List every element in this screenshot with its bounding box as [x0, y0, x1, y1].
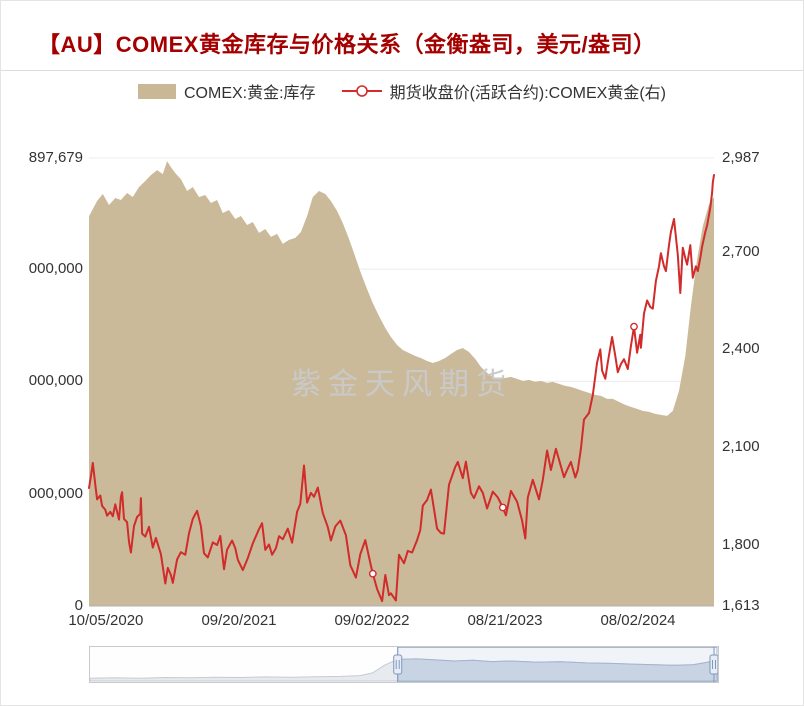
price-point-marker	[498, 503, 507, 512]
navigator-profile-selected	[397, 658, 718, 682]
right-axis-tick-label: 2,400	[722, 340, 760, 358]
left-axis-tick-label: 0	[74, 597, 83, 614]
legend-item-price[interactable]: 期货收盘价(活跃合约):COMEX黄金(右)	[341, 79, 666, 103]
left-axis-tick-label: 897,679	[28, 149, 83, 166]
navigator-left-handle[interactable]	[393, 647, 403, 682]
legend-label-price: 期货收盘价(活跃合约):COMEX黄金(右)	[389, 85, 666, 102]
x-axis-tick-label: 10/05/2020	[68, 612, 144, 629]
legend-item-inventory[interactable]: COMEX:黄金:库存	[137, 79, 316, 103]
line-circle-marker-icon	[341, 85, 382, 97]
price-point-marker	[368, 569, 377, 578]
page-title: 【AU】COMEX黄金库存与价格关系（金衡盎司，美元/盎司）	[38, 32, 656, 57]
area-swatch-icon	[137, 83, 176, 99]
title-divider	[1, 70, 803, 71]
x-axis-tick-label: 09/02/2022	[334, 612, 410, 629]
x-axis-tick-label: 09/20/2021	[201, 612, 277, 629]
x-axis-tick-label: 08/21/2023	[467, 612, 543, 629]
watermark-text: 紫金天风期货	[291, 368, 513, 401]
inventory-area-series	[89, 161, 714, 606]
right-axis-tick-label: 1,613	[722, 597, 760, 614]
right-axis-tick-label: 2,100	[722, 438, 760, 456]
navigator-selected-range[interactable]	[397, 647, 718, 682]
x-axis-tick-label: 08/02/2024	[600, 612, 676, 629]
left-axis-tick-label: 000,000	[28, 372, 83, 390]
right-axis-tick-label: 1,800	[722, 536, 760, 554]
right-axis-tick-label: 2,700	[722, 242, 760, 260]
data-zoom-navigator[interactable]	[89, 646, 719, 683]
legend-label-inventory: COMEX:黄金:库存	[183, 85, 316, 102]
right-axis-tick-label: 2,987	[722, 149, 760, 166]
left-axis-tick-label: 000,000	[28, 484, 83, 502]
chart-legend: COMEX:黄金:库存 期货收盘价(活跃合约):COMEX黄金(右)	[1, 79, 803, 103]
price-point-marker	[630, 322, 638, 331]
data-zoom-mini-chart	[89, 647, 719, 682]
left-axis-tick-label: 000,000	[28, 260, 83, 278]
price-line-series	[88, 174, 715, 603]
